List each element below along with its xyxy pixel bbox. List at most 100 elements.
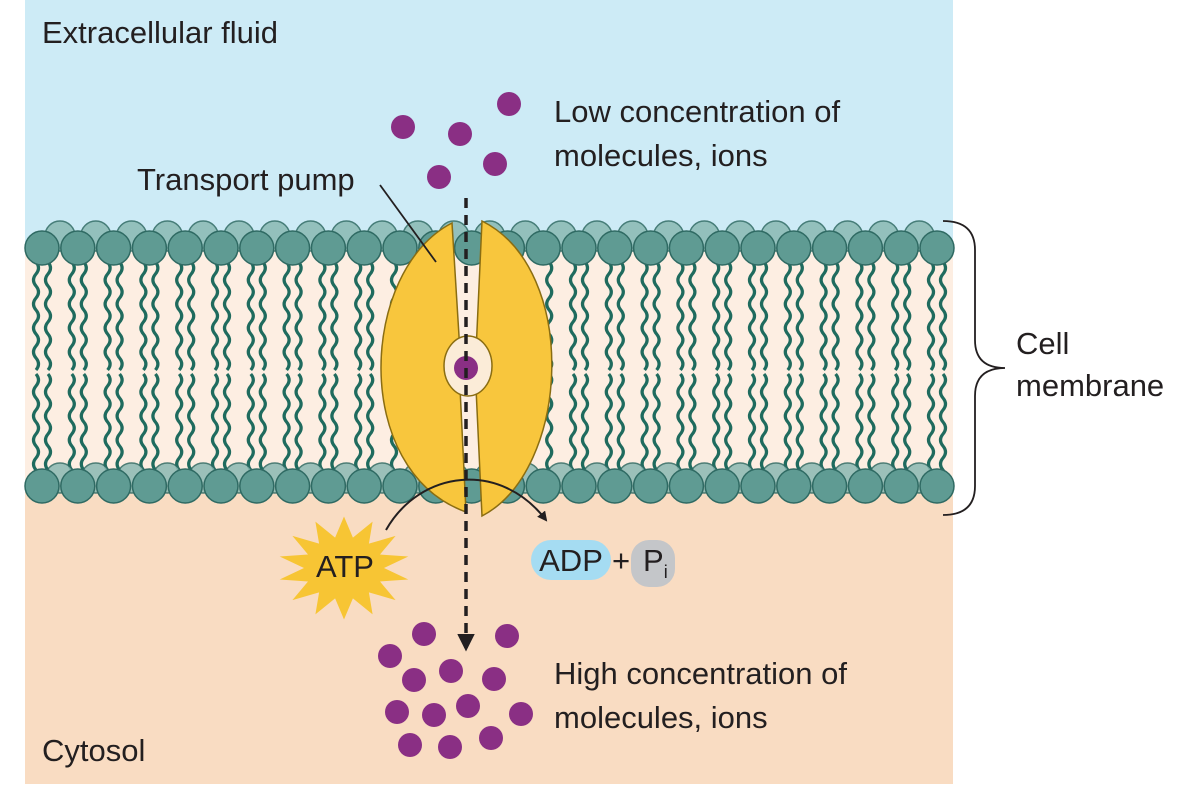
phospholipid-head: [919, 230, 955, 266]
molecule: [456, 694, 480, 718]
lipid-tail: [103, 260, 112, 372]
atp-label: ATP: [316, 549, 374, 584]
lipid-tail: [795, 260, 804, 372]
phospholipid-head: [704, 468, 740, 504]
atp-hydrolysis-arrow: [385, 478, 548, 531]
phospholipid-head: [167, 230, 203, 266]
lipid-tail: [819, 260, 828, 372]
lipid-tail: [652, 260, 661, 372]
high-concentration-molecules: [378, 622, 533, 759]
lipid-tail: [187, 372, 196, 484]
phospholipid-head: [60, 468, 96, 504]
phospholipid-head: [24, 230, 60, 266]
lipid-tail: [115, 372, 124, 484]
phospholipid-head: [704, 230, 740, 266]
molecule: [479, 726, 503, 750]
molecule: [385, 700, 409, 724]
phospholipid-head: [883, 230, 919, 266]
lipid-tail: [354, 372, 363, 484]
phospholipid-head: [167, 468, 203, 504]
lipid-tail: [318, 372, 327, 484]
lipid-tail: [616, 260, 625, 372]
lipid-tail: [210, 260, 220, 372]
lipid-tail: [747, 260, 757, 372]
lipid-tail: [891, 372, 900, 484]
molecule: [402, 668, 426, 692]
lipid-tail: [855, 260, 864, 372]
molecule: [509, 702, 533, 726]
phospholipid-head: [811, 468, 848, 504]
transport-pump: [380, 219, 553, 518]
lipid-tail: [831, 372, 840, 484]
molecule: [391, 115, 415, 139]
phospholipid-head: [919, 468, 955, 504]
phospholipid-head: [60, 230, 96, 266]
phospholipid-head: [811, 230, 848, 266]
phospholipid-head: [131, 230, 168, 266]
lipid-tail: [67, 372, 76, 484]
lipid-tail: [688, 372, 697, 484]
phospholipid-head: [203, 230, 239, 266]
phospholipid-head: [346, 230, 382, 266]
phospholipid-heads-outer: [24, 230, 955, 266]
lipid-tail: [783, 372, 792, 484]
lipid-tail: [580, 372, 590, 484]
phospholipid-head: [525, 468, 561, 504]
phospholipid-head: [776, 468, 812, 504]
lipid-tail: [759, 260, 769, 372]
phosphate-pill: [631, 540, 675, 587]
lipid-tail: [139, 260, 148, 372]
lipid-tail: [926, 372, 936, 484]
lipid-tail: [855, 372, 864, 484]
lipid-tail: [926, 260, 936, 372]
lipid-tail: [867, 372, 876, 484]
lipid-tail: [294, 372, 303, 484]
phospholipid-head: [310, 468, 347, 504]
molecule: [497, 92, 521, 116]
phosphate-subscript: i: [664, 562, 668, 582]
low-concentration-label-line2: molecules, ions: [554, 138, 768, 173]
lipid-tail: [640, 260, 649, 372]
lipid-tail: [67, 260, 76, 372]
atp-starburst: [279, 516, 409, 620]
lipid-tail: [175, 372, 184, 484]
lipid-tail: [568, 260, 578, 372]
molecule: [422, 703, 446, 727]
phospholipid-head: [847, 230, 884, 266]
lipid-tail: [151, 260, 160, 372]
phospholipid-head: [883, 468, 919, 504]
phospholipid-head: [274, 468, 311, 504]
molecule: [398, 733, 422, 757]
phospholipid-head: [95, 230, 132, 266]
lipid-tail: [652, 372, 661, 484]
lipid-tail: [867, 260, 876, 372]
lipid-tail: [79, 372, 88, 484]
phospholipid-head: [382, 230, 418, 266]
adp-label: ADP: [539, 543, 603, 578]
extracellular-region: [25, 0, 953, 248]
phospholipid-head: [597, 468, 633, 504]
lipid-tail: [246, 260, 255, 372]
phospholipid-head: [239, 230, 275, 266]
high-concentration-label-line2: molecules, ions: [554, 700, 768, 735]
phospholipid-head: [95, 468, 132, 504]
lipid-tail: [330, 372, 339, 484]
phosphate-label: Pi: [643, 543, 668, 582]
phospholipid-head: [668, 468, 705, 504]
phospholipid-head: [346, 468, 382, 504]
phospholipid-tails: [31, 260, 948, 484]
phospholipid-head: [525, 230, 561, 266]
lipid-tail: [819, 372, 828, 484]
low-concentration-label-line1: Low concentration of: [554, 94, 840, 129]
lipid-tail: [568, 372, 578, 484]
lipid-tail: [724, 372, 733, 484]
low-concentration-molecules: [391, 92, 521, 189]
lipid-tail: [903, 372, 912, 484]
lipid-tail: [366, 372, 375, 484]
lipid-tail: [724, 260, 733, 372]
phospholipid-head: [131, 468, 168, 504]
lipid-tail: [616, 372, 625, 484]
phospholipid-head: [740, 230, 776, 266]
lipid-tail: [604, 372, 613, 484]
